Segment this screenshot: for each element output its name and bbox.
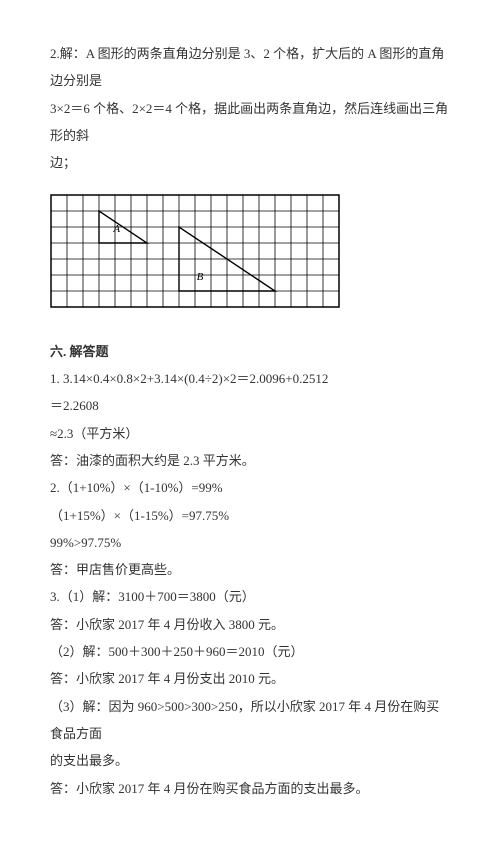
intro-line-2: 3×2＝6 个格、2×2＝4 个格，据此画出两条直角边，然后连线画出三角形的斜 (50, 95, 450, 150)
section-6-line: 答：油漆的面积大约是 2.3 平方米。 (50, 447, 450, 474)
svg-text:A: A (112, 223, 120, 235)
section-6-line: ＝2.2608 (50, 392, 450, 419)
grid-diagram: AB (50, 194, 450, 317)
grid-svg: AB (50, 194, 340, 308)
section-6-line: 3.（1）解：3100＋700＝3800（元） (50, 583, 450, 610)
section-6-line: 的支出最多。 (50, 747, 450, 774)
section-6-line: （1+15%）×（1-15%）=97.75% (50, 502, 450, 529)
section-6-line: 答：小欣家 2017 年 4 月份在购买食品方面的支出最多。 (50, 775, 450, 802)
section-6-line: 2.（1+10%）×（1-10%）=99% (50, 474, 450, 501)
section-6-line: ≈2.3（平方米） (50, 420, 450, 447)
section-6-line: （3）解：因为 960>500>300>250，所以小欣家 2017 年 4 月… (50, 693, 450, 748)
section-6-line: 1. 3.14×0.4×0.8×2+3.14×(0.4÷2)×2＝2.0096+… (50, 365, 450, 392)
intro-line-3: 边； (50, 149, 450, 176)
svg-text:B: B (197, 271, 204, 283)
section-6-line: 答：甲店售价更高些。 (50, 556, 450, 583)
section-6-line: 答：小欣家 2017 年 4 月份支出 2010 元。 (50, 665, 450, 692)
section-6-line: 99%>97.75% (50, 529, 450, 556)
section-6-title: 六. 解答题 (50, 338, 450, 365)
intro-line-1: 2.解：A 图形的两条直角边分别是 3、2 个格，扩大后的 A 图形的直角边分别… (50, 40, 450, 95)
section-6-line: （2）解：500＋300＋250＋960＝2010（元） (50, 638, 450, 665)
section-6-body: 1. 3.14×0.4×0.8×2+3.14×(0.4÷2)×2＝2.0096+… (50, 365, 450, 802)
section-6-line: 答：小欣家 2017 年 4 月份收入 3800 元。 (50, 611, 450, 638)
